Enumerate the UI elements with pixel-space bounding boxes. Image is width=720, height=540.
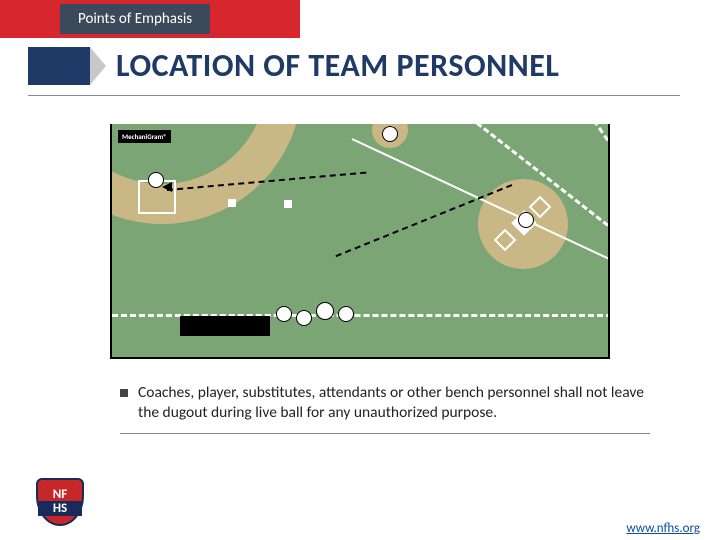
boundary-line-right: [549, 124, 609, 141]
title-decor-arrow: [90, 47, 106, 85]
bullet-block: Coaches, player, substitutes, attendants…: [120, 383, 650, 434]
bullet-row: Coaches, player, substitutes, attendants…: [120, 383, 650, 423]
player-dugout-3: [316, 302, 334, 320]
header-bar: Points of Emphasis: [0, 0, 300, 38]
logo-shield-icon: NF HS: [36, 478, 84, 526]
bullet-text: Coaches, player, substitutes, attendants…: [138, 383, 650, 423]
nfhs-logo: NF HS: [36, 478, 84, 526]
player-dugout-4: [338, 306, 354, 322]
arrowhead-icon: [162, 182, 172, 192]
player-dugout-1: [276, 306, 292, 322]
header-tab-label: Points of Emphasis: [78, 10, 192, 28]
logo-text-top: NF: [53, 488, 68, 501]
dugout: [180, 316, 270, 336]
player-batter: [518, 212, 534, 228]
footer-url-link[interactable]: www.nfhs.org: [626, 521, 700, 536]
player-pitcher: [382, 126, 398, 142]
header-tab: Points of Emphasis: [60, 4, 210, 34]
logo-text-bottom: HS: [38, 501, 82, 516]
base-marker-2: [284, 200, 292, 208]
base-marker-1: [228, 199, 236, 207]
bullet-square-icon: [120, 389, 128, 397]
page-title: LOCATION OF TEAM PERSONNEL: [116, 46, 559, 85]
field-diagram: MechaniGram®: [110, 124, 610, 359]
player-coach-3b: [148, 172, 164, 188]
title-decor-box: [28, 47, 90, 85]
title-row: LOCATION OF TEAM PERSONNEL: [28, 46, 680, 96]
diagram-brand-tag: MechaniGram®: [118, 130, 171, 143]
player-dugout-2: [296, 310, 312, 326]
foul-line-1b: [352, 138, 610, 267]
